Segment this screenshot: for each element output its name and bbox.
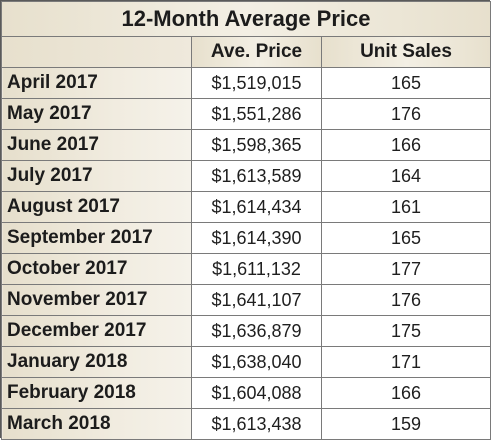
table-row: September 2017 $1,614,390 165	[1, 222, 491, 254]
price-cell: $1,638,040	[191, 346, 322, 378]
units-cell: 176	[320, 284, 491, 316]
units-cell: 175	[320, 315, 491, 347]
month-cell: January 2018	[1, 346, 192, 378]
price-cell: $1,613,438	[191, 408, 322, 440]
month-cell: December 2017	[1, 315, 192, 347]
month-cell: July 2017	[1, 160, 192, 192]
month-cell: September 2017	[1, 222, 192, 254]
month-cell: May 2017	[1, 98, 192, 130]
table-title: 12-Month Average Price	[0, 1, 491, 37]
table-row: February 2018 $1,604,088 166	[1, 377, 491, 409]
month-column-header	[1, 36, 192, 68]
units-cell: 165	[320, 67, 491, 99]
units-cell: 171	[320, 346, 491, 378]
table-row: October 2017 $1,611,132 177	[1, 253, 491, 285]
units-cell: 166	[320, 377, 491, 409]
month-cell: February 2018	[1, 377, 192, 409]
table-body: April 2017 $1,519,015 165 May 2017 $1,551,28…	[1, 67, 491, 440]
price-cell: $1,519,015	[191, 67, 322, 99]
month-cell: August 2017	[1, 191, 192, 223]
month-cell: March 2018	[1, 408, 192, 440]
units-cell: 161	[320, 191, 491, 223]
price-cell: $1,614,390	[191, 222, 322, 254]
month-cell: April 2017	[1, 67, 192, 99]
price-cell: $1,604,088	[191, 377, 322, 409]
price-cell: $1,636,879	[191, 315, 322, 347]
units-cell: 176	[320, 98, 491, 130]
price-cell: $1,611,132	[191, 253, 322, 285]
table-row: December 2017 $1,636,879 175	[1, 315, 491, 347]
table-row: May 2017 $1,551,286 176	[1, 98, 491, 130]
table-row: April 2017 $1,519,015 165	[1, 67, 491, 99]
units-cell: 159	[320, 408, 491, 440]
month-cell: October 2017	[1, 253, 192, 285]
table-row: July 2017 $1,613,589 164	[1, 160, 491, 192]
units-column-header: Unit Sales	[320, 36, 491, 68]
price-cell: $1,614,434	[191, 191, 322, 223]
price-cell: $1,598,365	[191, 129, 322, 161]
table-row: January 2018 $1,638,040 171	[1, 346, 491, 378]
units-cell: 166	[320, 129, 491, 161]
header-row: Ave. Price Unit Sales	[1, 36, 491, 68]
units-cell: 177	[320, 253, 491, 285]
table-row: June 2017 $1,598,365 166	[1, 129, 491, 161]
price-cell: $1,641,107	[191, 284, 322, 316]
units-cell: 165	[320, 222, 491, 254]
table-row: March 2018 $1,613,438 159	[1, 408, 491, 440]
table-row: November 2017 $1,641,107 176	[1, 284, 491, 316]
price-cell: $1,551,286	[191, 98, 322, 130]
price-cell: $1,613,589	[191, 160, 322, 192]
price-column-header: Ave. Price	[191, 36, 322, 68]
title-row: 12-Month Average Price	[0, 1, 491, 37]
month-cell: June 2017	[1, 129, 192, 161]
month-cell: November 2017	[1, 284, 192, 316]
table-row: August 2017 $1,614,434 161	[1, 191, 491, 223]
units-cell: 164	[320, 160, 491, 192]
